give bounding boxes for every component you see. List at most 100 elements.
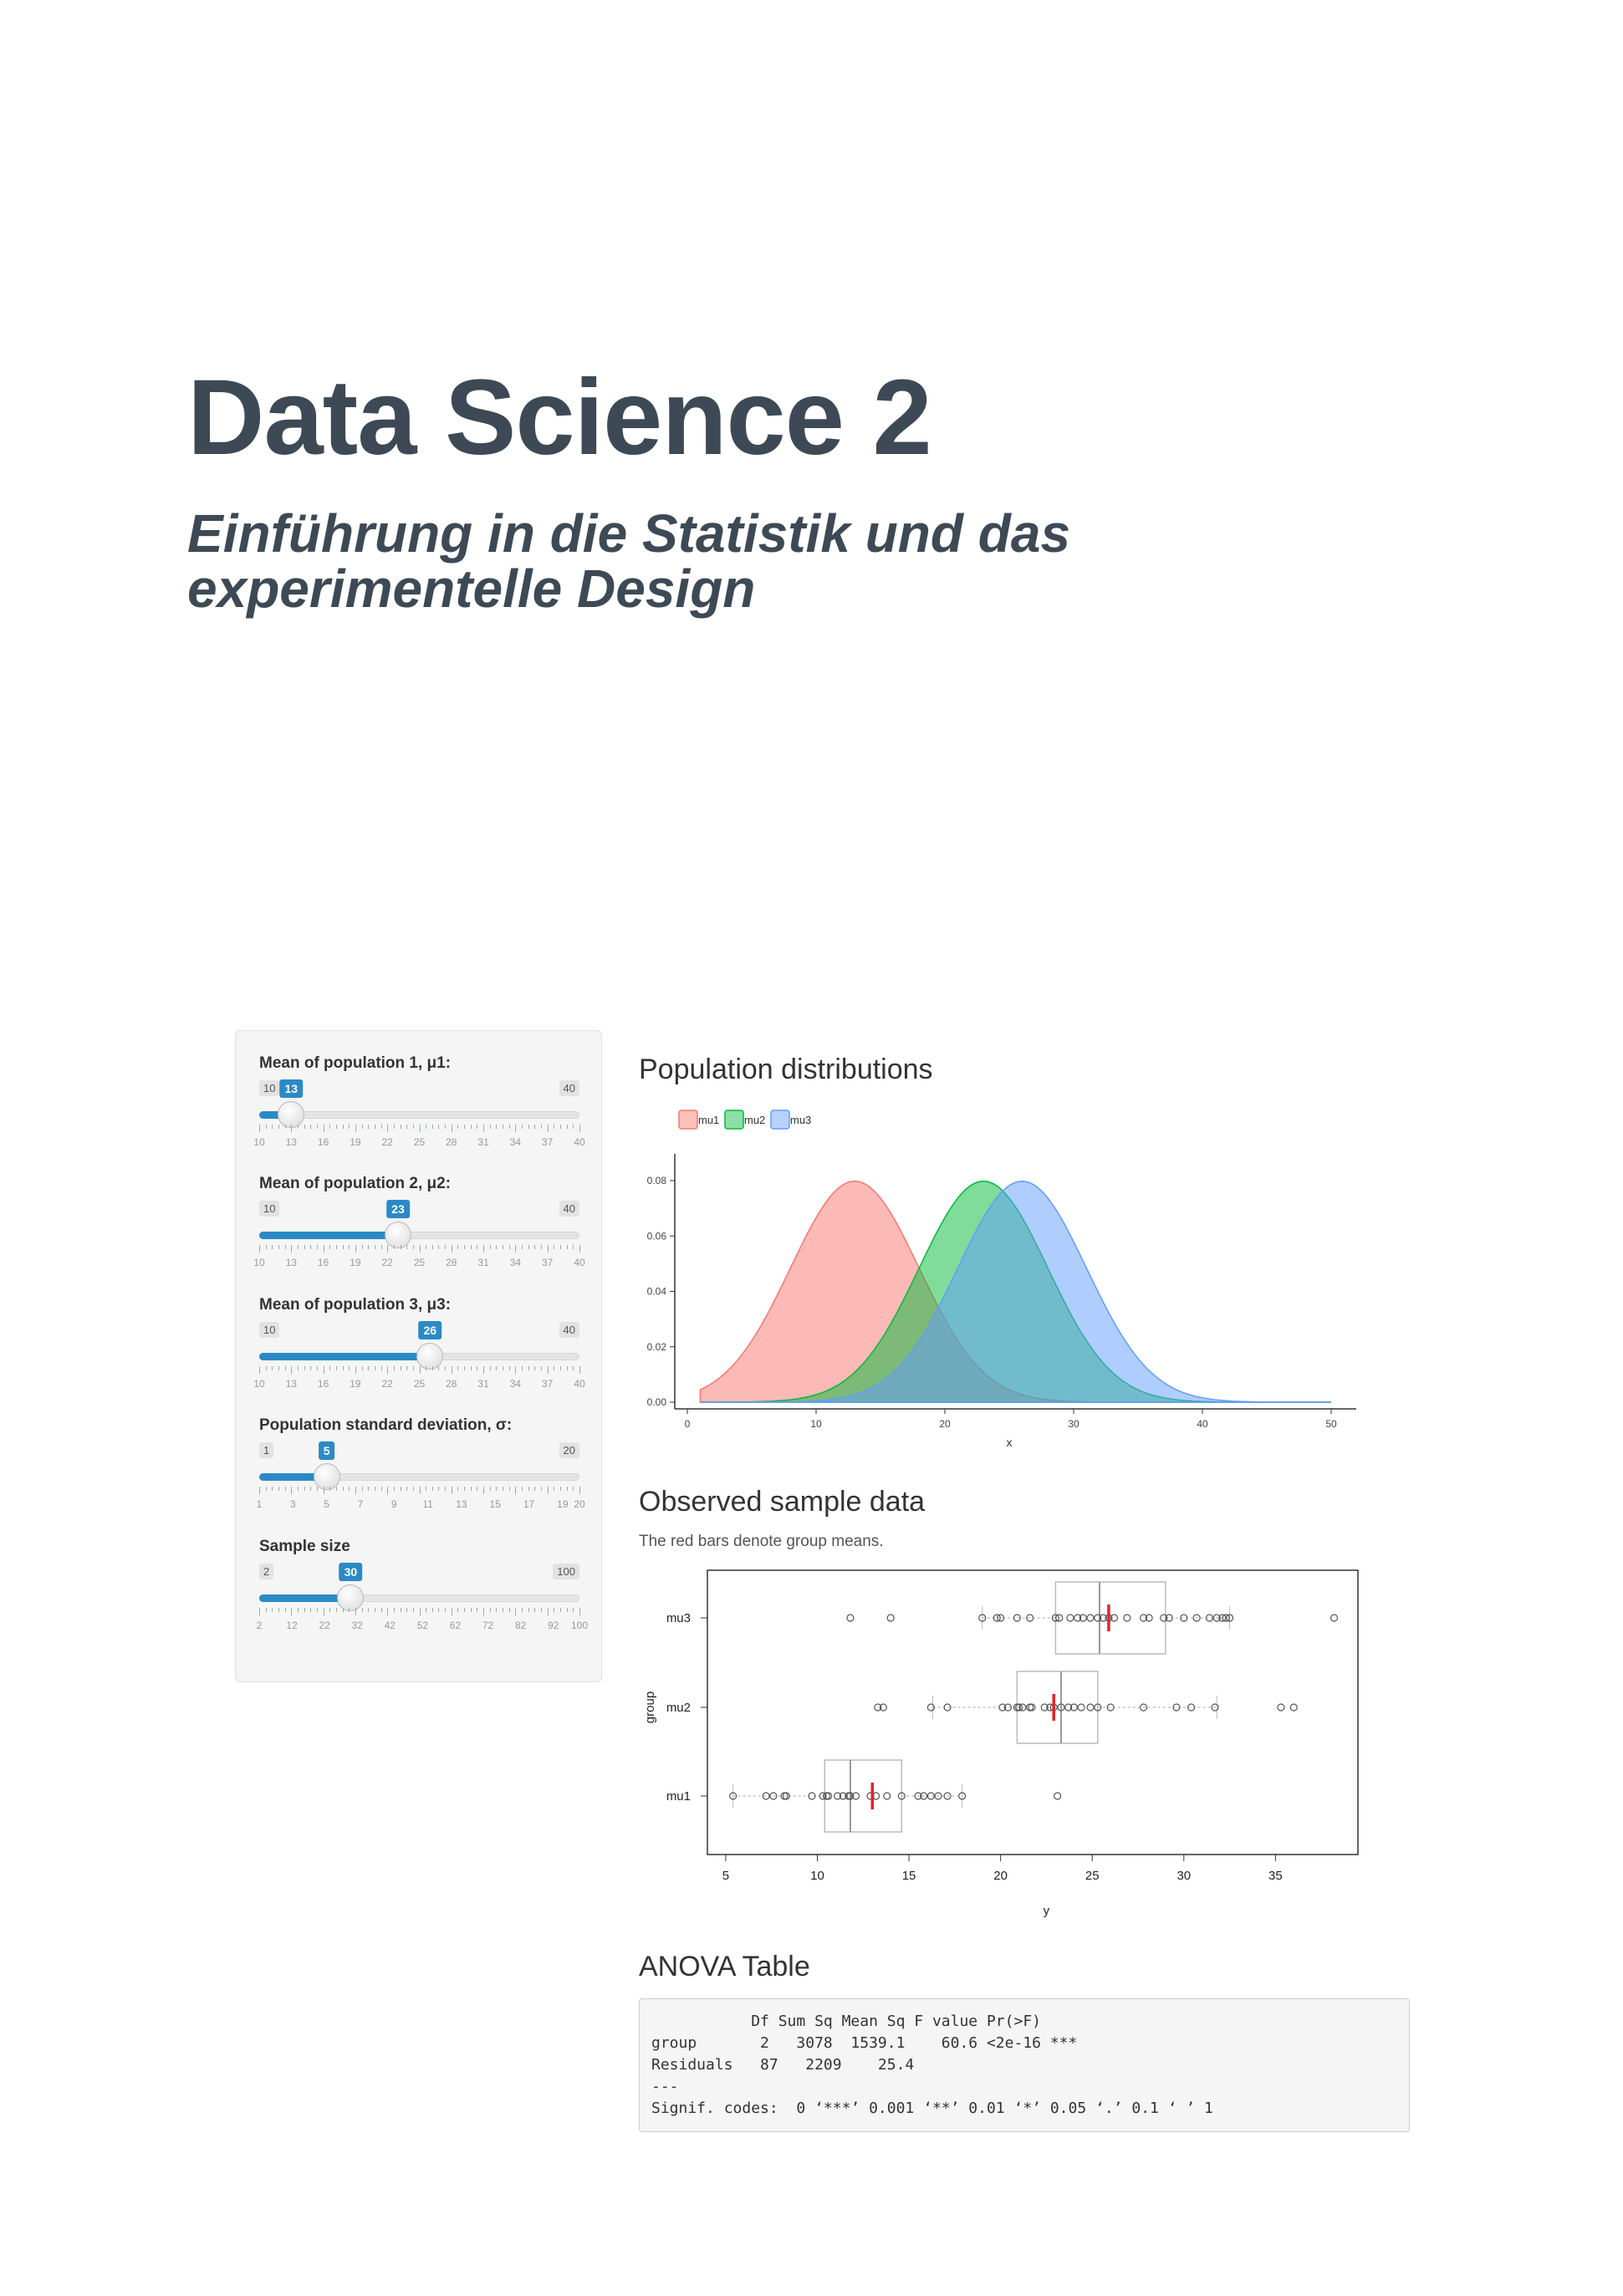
slider-tick: [387, 1245, 389, 1253]
slider-tick: [297, 1245, 299, 1249]
subtitle-line-1: Einführung in die Statistik und das: [187, 503, 1071, 564]
slider-tick: [445, 1125, 447, 1129]
slider-tick-label: 5: [324, 1498, 329, 1510]
slider-tick: [547, 1608, 549, 1615]
point-mu3: [1330, 1614, 1339, 1622]
slider-tick-label: 3: [289, 1498, 296, 1510]
slider-tick: [368, 1125, 370, 1129]
slider-tick: [534, 1608, 536, 1612]
slider-tick: [342, 1608, 344, 1612]
x-tick-label: 50: [1325, 1418, 1337, 1430]
slider-tick: [579, 1125, 580, 1132]
slider-tick: [579, 1487, 580, 1494]
slider-tick: [284, 1366, 286, 1370]
slider-tick: [259, 1245, 260, 1253]
slider-fill: [259, 1111, 292, 1119]
slider-tick: [573, 1125, 574, 1129]
point-mu2: [1014, 1703, 1023, 1712]
slider-tick: [419, 1366, 421, 1374]
point-mu2: [1106, 1703, 1115, 1712]
point-mu2: [1003, 1703, 1013, 1712]
slider-tick-label: 19: [557, 1498, 569, 1510]
slider-2[interactable]: Mean of population 2, μ2: 10 40 23 10 13 16 19 2…: [253, 1175, 584, 1283]
slider-1[interactable]: Mean of population 1, μ1: 10 40 13 10 13 16 19 2…: [253, 1054, 584, 1163]
slider-tick-label: 40: [574, 1136, 585, 1148]
slider-tick: [579, 1608, 580, 1615]
slider-handle[interactable]: [384, 1222, 411, 1248]
slider-tick: [412, 1245, 414, 1249]
density-mu3: [700, 1180, 1331, 1403]
slider-tick-label: 40: [574, 1378, 585, 1390]
slider-tick: [278, 1125, 279, 1129]
slider-3[interactable]: Mean of population 3, μ3: 10 40 26 10 13 16 19 2…: [253, 1296, 585, 1405]
slider-tick: [483, 1487, 485, 1494]
anova-table-text: Df Sum Sq Mean Sq F value Pr(>F) group 2…: [651, 2013, 1213, 2117]
slider-tick: [560, 1245, 562, 1249]
slider-tick: [265, 1608, 267, 1612]
slider-tick: [406, 1245, 408, 1249]
slider-tick: [522, 1125, 523, 1129]
slider-tick: [272, 1366, 273, 1370]
point-mu1: [926, 1792, 935, 1800]
anova-output: Df Sum Sq Mean Sq F value Pr(>F) group 2…: [639, 1998, 1410, 2132]
slider-tick-labels: 2 12 22 32 42 52 62 72 82 92 100: [257, 1620, 588, 1631]
slider-tick-label: 10: [253, 1136, 265, 1148]
slider-label: Mean of population 2, μ2:: [259, 1175, 452, 1192]
point-mu2: [943, 1703, 952, 1712]
point-mu1: [883, 1792, 891, 1800]
slider-tick: [573, 1487, 574, 1491]
slider-tick: [361, 1245, 363, 1249]
slider-tick-label: 28: [446, 1378, 457, 1390]
slider-tick: [457, 1245, 459, 1249]
slider-tick: [291, 1487, 293, 1494]
slider-handle[interactable]: [313, 1463, 340, 1490]
subtitle-line-2: experimentelle Design: [187, 559, 756, 619]
slider-tick: [508, 1366, 510, 1370]
slider-tick: [445, 1366, 447, 1370]
slider-tick: [573, 1245, 574, 1249]
slider-tick: [489, 1245, 491, 1249]
point-mu3: [1222, 1614, 1230, 1622]
category-label-mu1: mu1: [666, 1789, 691, 1804]
point-mu1: [824, 1792, 833, 1800]
slider-tick-labels: 10 13 16 19 22 25 28 31 34 37 40: [253, 1136, 584, 1148]
slider-tick: [393, 1608, 395, 1612]
slider-tick: [304, 1125, 305, 1129]
slider-tick: [560, 1608, 562, 1612]
slider-tick: [496, 1125, 498, 1129]
slider-tick: [560, 1366, 562, 1370]
slider-4[interactable]: Population standard deviation, σ: 1 20 5 1 3 5…: [257, 1416, 585, 1525]
slider-tick: [355, 1366, 356, 1374]
slider-tick: [304, 1366, 305, 1370]
slider-tick-label: 34: [509, 1378, 522, 1390]
legend-label-mu2: mu2: [744, 1114, 765, 1126]
slider-handle[interactable]: [416, 1343, 444, 1370]
slider-tick: [534, 1245, 536, 1249]
slider-track[interactable]: [259, 1111, 579, 1119]
slider-tick: [412, 1608, 414, 1612]
slider-label: Mean of population 3, μ3:: [259, 1296, 452, 1314]
slider-tick: [457, 1125, 459, 1129]
slider-tick: [464, 1366, 466, 1370]
slider-tick: [380, 1608, 382, 1612]
point-mu3: [1145, 1614, 1153, 1622]
x-axis-label: x: [1007, 1436, 1013, 1449]
slider-value: 13: [279, 1079, 304, 1098]
slider-handle[interactable]: [337, 1584, 365, 1611]
slider-tick: [522, 1608, 523, 1612]
slider-tick: [355, 1487, 356, 1494]
point-mu1: [1053, 1792, 1062, 1800]
point-mu3: [1180, 1614, 1188, 1622]
slider-tick: [534, 1366, 536, 1370]
slider-tick: [361, 1608, 363, 1612]
slider-tick: [541, 1245, 543, 1249]
point-mu1: [819, 1792, 827, 1800]
slider-tick: [349, 1366, 350, 1370]
slider-tick: [368, 1245, 370, 1249]
slider-5[interactable]: Sample size 2 100 30 2 12 22 32 42 52 62 72 82 92 100: [257, 1538, 588, 1646]
slider-tick: [361, 1125, 363, 1129]
slider-tick: [412, 1487, 414, 1491]
slider-tick-label: 25: [413, 1257, 426, 1268]
slider-tick: [528, 1366, 529, 1370]
slider-tick: [316, 1608, 318, 1612]
